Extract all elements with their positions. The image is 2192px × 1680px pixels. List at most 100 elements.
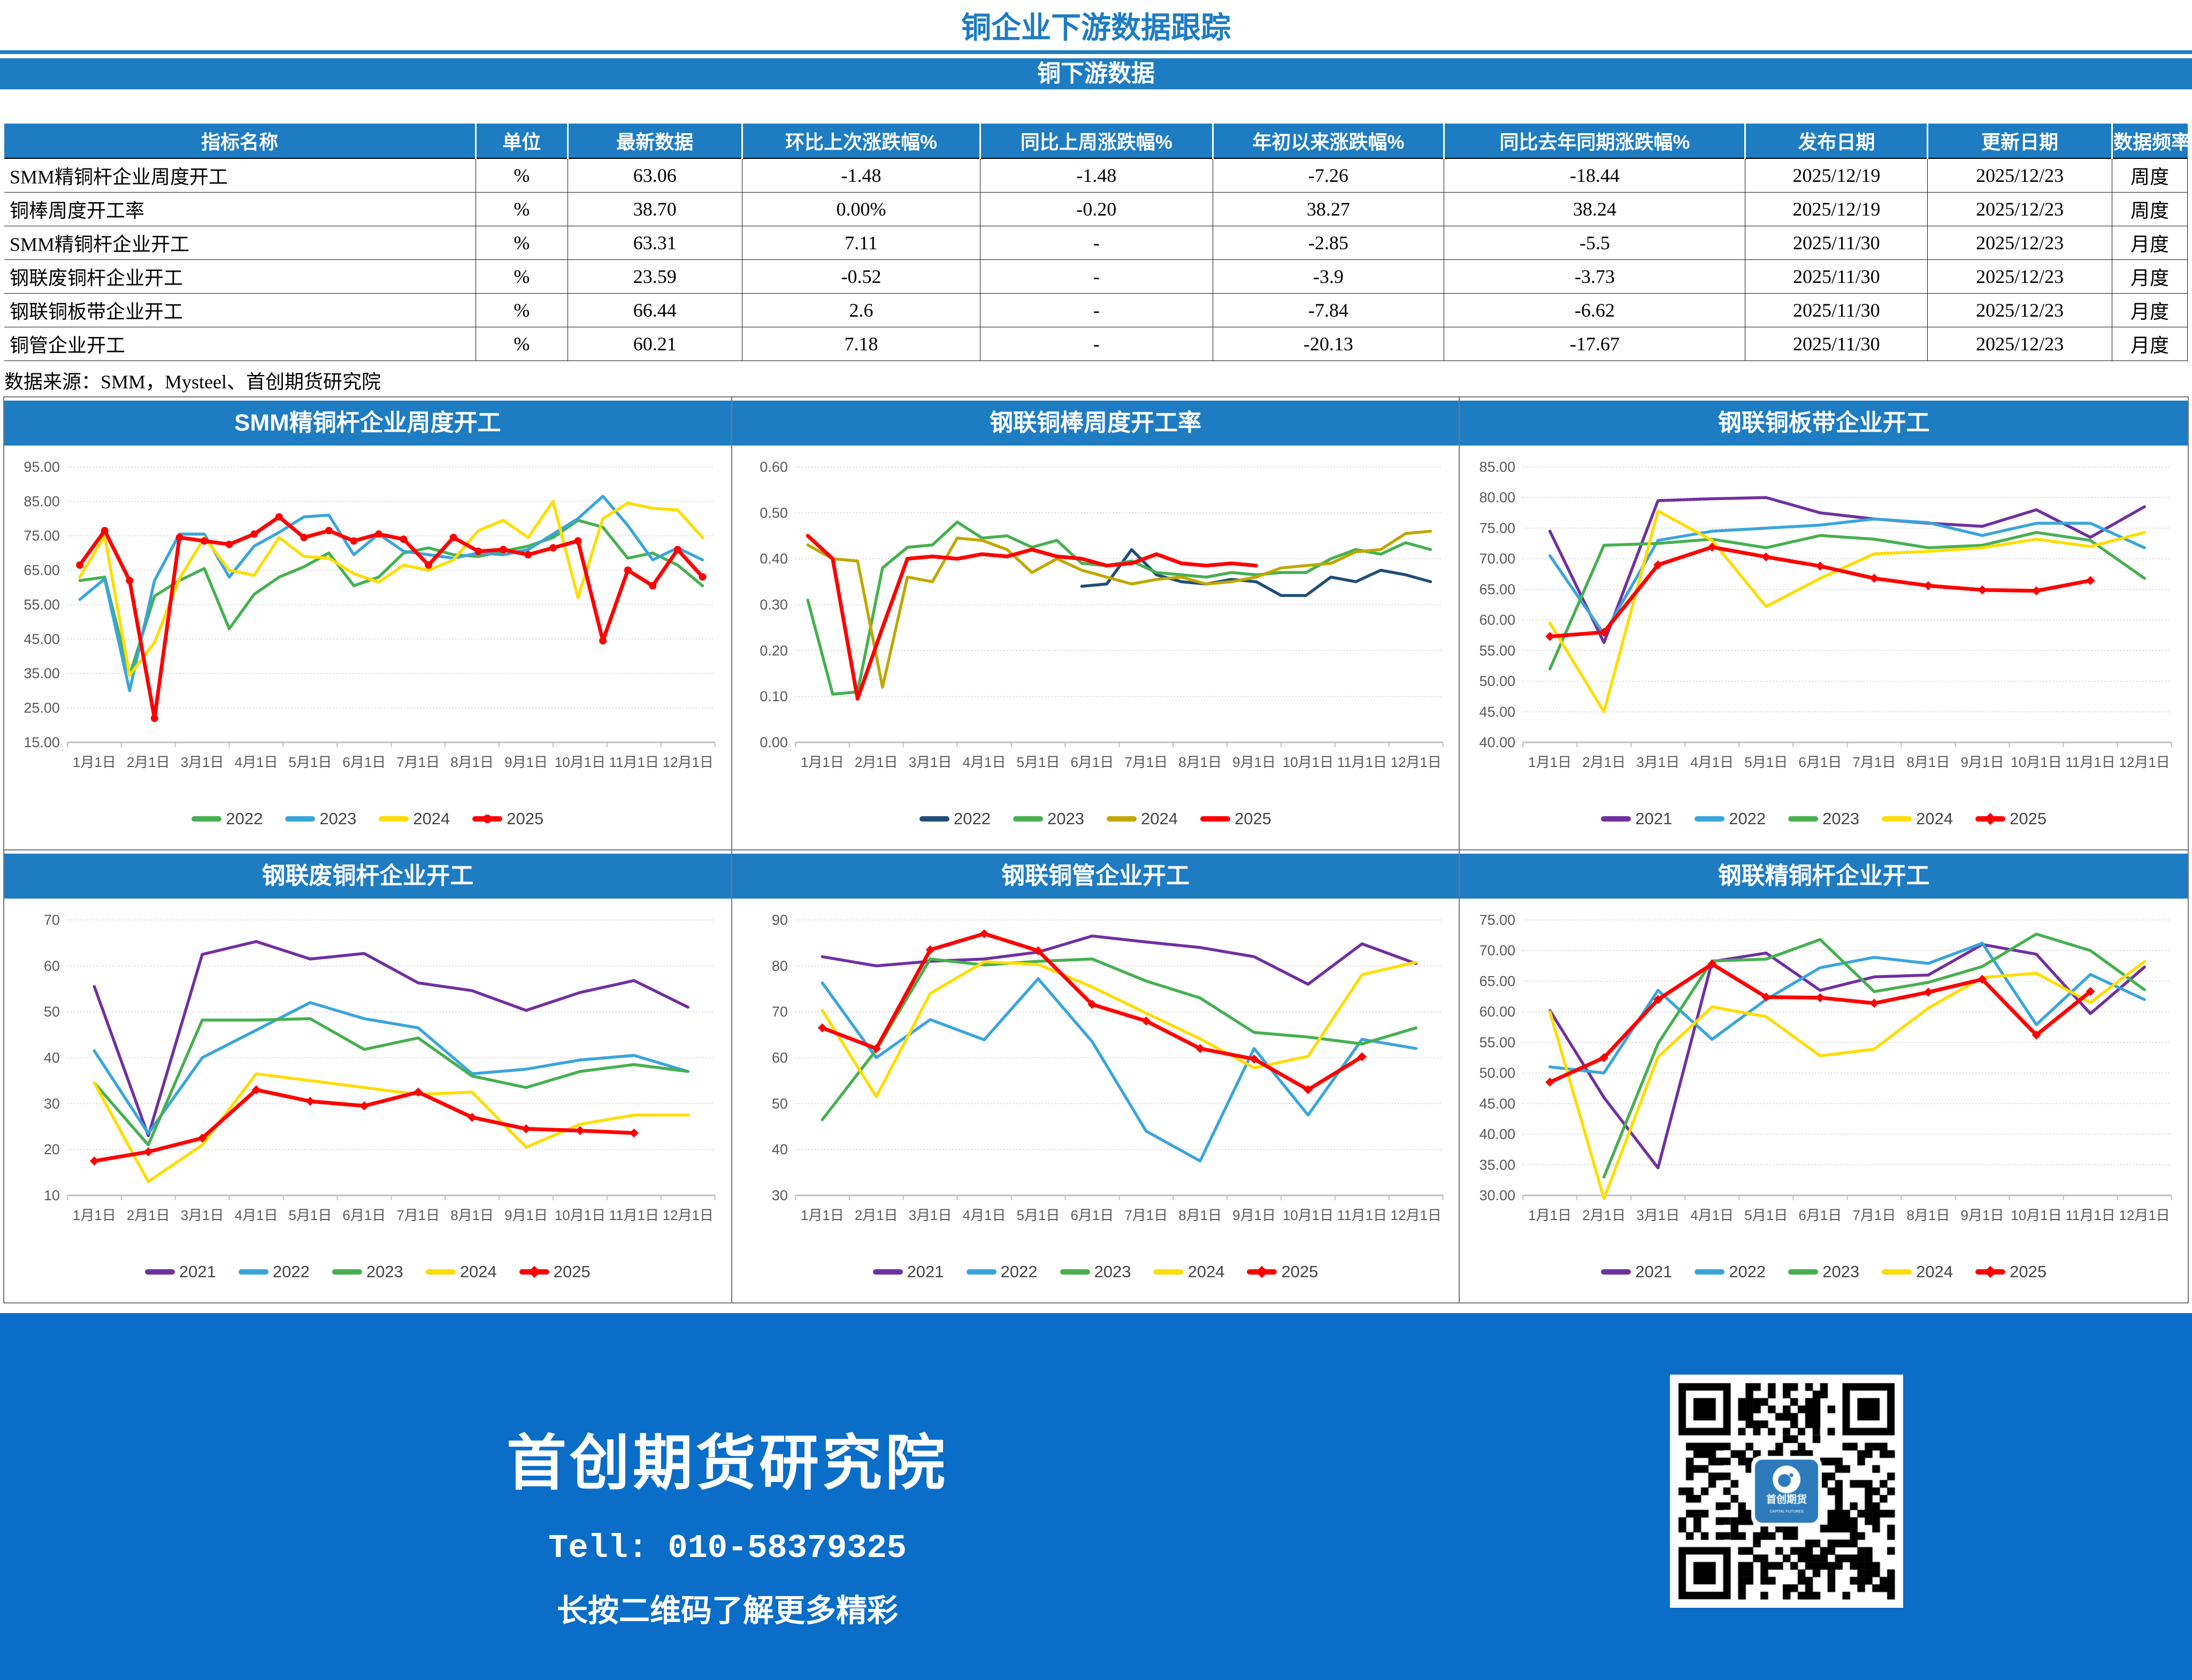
- svg-text:11月1日: 11月1日: [609, 1207, 659, 1223]
- chart-cell-6: 钢联精铜杆企业开工 30.00 35.00 40.00 45.00 50.00 55.00 6…: [1460, 850, 2188, 1302]
- legend-label: 2022: [1729, 1262, 1766, 1281]
- svg-text:6月1日: 6月1日: [342, 1207, 386, 1223]
- svg-text:10月1日: 10月1日: [2011, 1207, 2062, 1223]
- svg-text:12月1日: 12月1日: [1390, 754, 1441, 770]
- legend-label: 2023: [1822, 809, 1860, 828]
- table-cell: 月度: [2112, 327, 2188, 361]
- svg-text:8月1日: 8月1日: [1907, 754, 1950, 770]
- table-cell: -2.85: [1213, 226, 1445, 260]
- table-cell: 2025/12/23: [1927, 158, 2113, 193]
- table-cell: -0.20: [980, 192, 1213, 226]
- legend-swatch: [472, 814, 503, 823]
- svg-text:40: 40: [44, 1049, 60, 1065]
- table-cell: 钢联铜板带企业开工: [4, 293, 477, 327]
- table-cell: 2025/11/30: [1745, 293, 1928, 327]
- svg-text:3月1日: 3月1日: [181, 1207, 224, 1223]
- svg-text:35.00: 35.00: [1480, 1157, 1516, 1173]
- svg-text:3月1日: 3月1日: [1637, 1207, 1680, 1223]
- svg-text:9月1日: 9月1日: [1961, 754, 2004, 770]
- legend-item: 2024: [1106, 809, 1178, 829]
- legend-swatch: [425, 1269, 456, 1275]
- legend-swatch: [1200, 816, 1230, 822]
- svg-text:7月1日: 7月1日: [396, 754, 440, 770]
- footer-qr-caption: 长按二维码了解更多精彩: [556, 1593, 898, 1628]
- legend-item: 2025: [472, 809, 543, 829]
- svg-text:15.00: 15.00: [24, 734, 59, 750]
- table-cell: %: [476, 293, 568, 327]
- table-cell: 周度: [2112, 158, 2188, 193]
- svg-text:6月1日: 6月1日: [1070, 1207, 1114, 1223]
- table-header-cell: 环比上次涨跌幅%: [742, 124, 981, 159]
- svg-text:70.00: 70.00: [1480, 551, 1516, 567]
- table-cell: -: [980, 293, 1213, 327]
- svg-text:1月1日: 1月1日: [1528, 1207, 1572, 1223]
- footer-org-name: 首创期货研究院: [507, 1430, 948, 1497]
- legend-label: 2022: [954, 809, 991, 828]
- svg-text:11月1日: 11月1日: [2066, 1207, 2116, 1223]
- svg-text:5月1日: 5月1日: [1016, 1207, 1060, 1223]
- chart-legend: 2021 2022 2023 2024 2025: [1460, 1246, 2188, 1297]
- chart-legend: 2021 2022 2023 2024 2025: [732, 1246, 1459, 1297]
- chart-title: 钢联铜板带企业开工: [1460, 401, 2188, 446]
- table-cell: -6.62: [1444, 293, 1746, 327]
- legend-swatch: [1695, 816, 1725, 822]
- legend-swatch: [1975, 812, 2006, 825]
- legend-item: 2024: [379, 809, 450, 829]
- svg-text:12月1日: 12月1日: [2119, 1207, 2170, 1223]
- table-cell: -: [980, 327, 1213, 361]
- svg-text:7月1日: 7月1日: [1124, 1207, 1168, 1223]
- svg-text:40: 40: [772, 1141, 788, 1157]
- legend-swatch: [1060, 1269, 1090, 1275]
- table-cell: 7.18: [742, 327, 980, 361]
- table-row: 铜管企业开工% 60.21 7.18- -20.13 -17.67 2025/11/30 2…: [4, 327, 2188, 361]
- table-cell: SMM精铜杆企业开工: [4, 226, 477, 260]
- legend-swatch: [191, 816, 222, 822]
- table-header-cell: 指标名称: [4, 124, 477, 159]
- svg-text:55.00: 55.00: [1480, 642, 1516, 658]
- table-cell: -1.48: [980, 158, 1213, 193]
- table-header-cell: 更新日期: [1927, 124, 2113, 159]
- legend-item: 2025: [1975, 809, 2047, 829]
- legend-label: 2021: [179, 1262, 216, 1281]
- legend-label: 2024: [413, 809, 450, 828]
- table-cell: 2025/12/23: [1927, 293, 2113, 327]
- table-cell: %: [476, 192, 568, 226]
- svg-text:0.00: 0.00: [760, 734, 787, 750]
- svg-text:3月1日: 3月1日: [908, 754, 952, 770]
- legend-item: 2021: [1601, 1262, 1672, 1282]
- table-cell: 2025/12/23: [1927, 327, 2113, 361]
- footer-left: 首创期货研究院 Tell: 010-58379325 长按二维码了解更多精彩: [0, 1313, 1455, 1680]
- legend-item: 2021: [144, 1262, 216, 1282]
- table-header-cell: 同比上周涨跌幅%: [980, 124, 1214, 159]
- svg-text:30: 30: [772, 1187, 788, 1203]
- svg-text:30: 30: [44, 1095, 60, 1111]
- svg-text:75.00: 75.00: [1480, 912, 1516, 928]
- svg-text:35.00: 35.00: [24, 665, 59, 681]
- chart-cell-5: 钢联铜管企业开工 30 40 50 60 70 80 90 1月1日 2月1日 3月1日 4月1日 5月…: [732, 850, 1460, 1302]
- svg-text:12月1日: 12月1日: [663, 754, 714, 770]
- qr-code: [1670, 1375, 1903, 1608]
- legend-label: 2022: [272, 1262, 310, 1281]
- svg-text:9月1日: 9月1日: [504, 1207, 548, 1223]
- legend-item: 2022: [1695, 1262, 1766, 1282]
- table-cell: -3.9: [1213, 259, 1445, 294]
- svg-text:45.00: 45.00: [1480, 704, 1516, 720]
- table-cell: 7.11: [742, 226, 980, 260]
- svg-text:6月1日: 6月1日: [1070, 754, 1114, 770]
- svg-text:6月1日: 6月1日: [342, 754, 386, 770]
- table-cell: 2025/12/23: [1927, 226, 2113, 260]
- svg-text:10: 10: [44, 1187, 60, 1203]
- legend-item: 2023: [1788, 1262, 1859, 1282]
- legend-item: 2025: [519, 1262, 591, 1282]
- svg-text:8月1日: 8月1日: [1178, 754, 1222, 770]
- legend-label: 2025: [553, 1262, 591, 1281]
- footer-telephone: Tell: 010-58379325: [548, 1529, 907, 1567]
- svg-text:9月1日: 9月1日: [504, 754, 548, 770]
- table-cell: 63.06: [568, 158, 743, 193]
- chart-legend: 2021 2022 2023 2024 2025: [1460, 793, 2188, 844]
- svg-text:4月1日: 4月1日: [1691, 1207, 1734, 1223]
- svg-text:40.00: 40.00: [1480, 734, 1516, 750]
- svg-text:3月1日: 3月1日: [181, 754, 224, 770]
- legend-label: 2022: [226, 809, 263, 828]
- legend-swatch: [1882, 816, 1912, 822]
